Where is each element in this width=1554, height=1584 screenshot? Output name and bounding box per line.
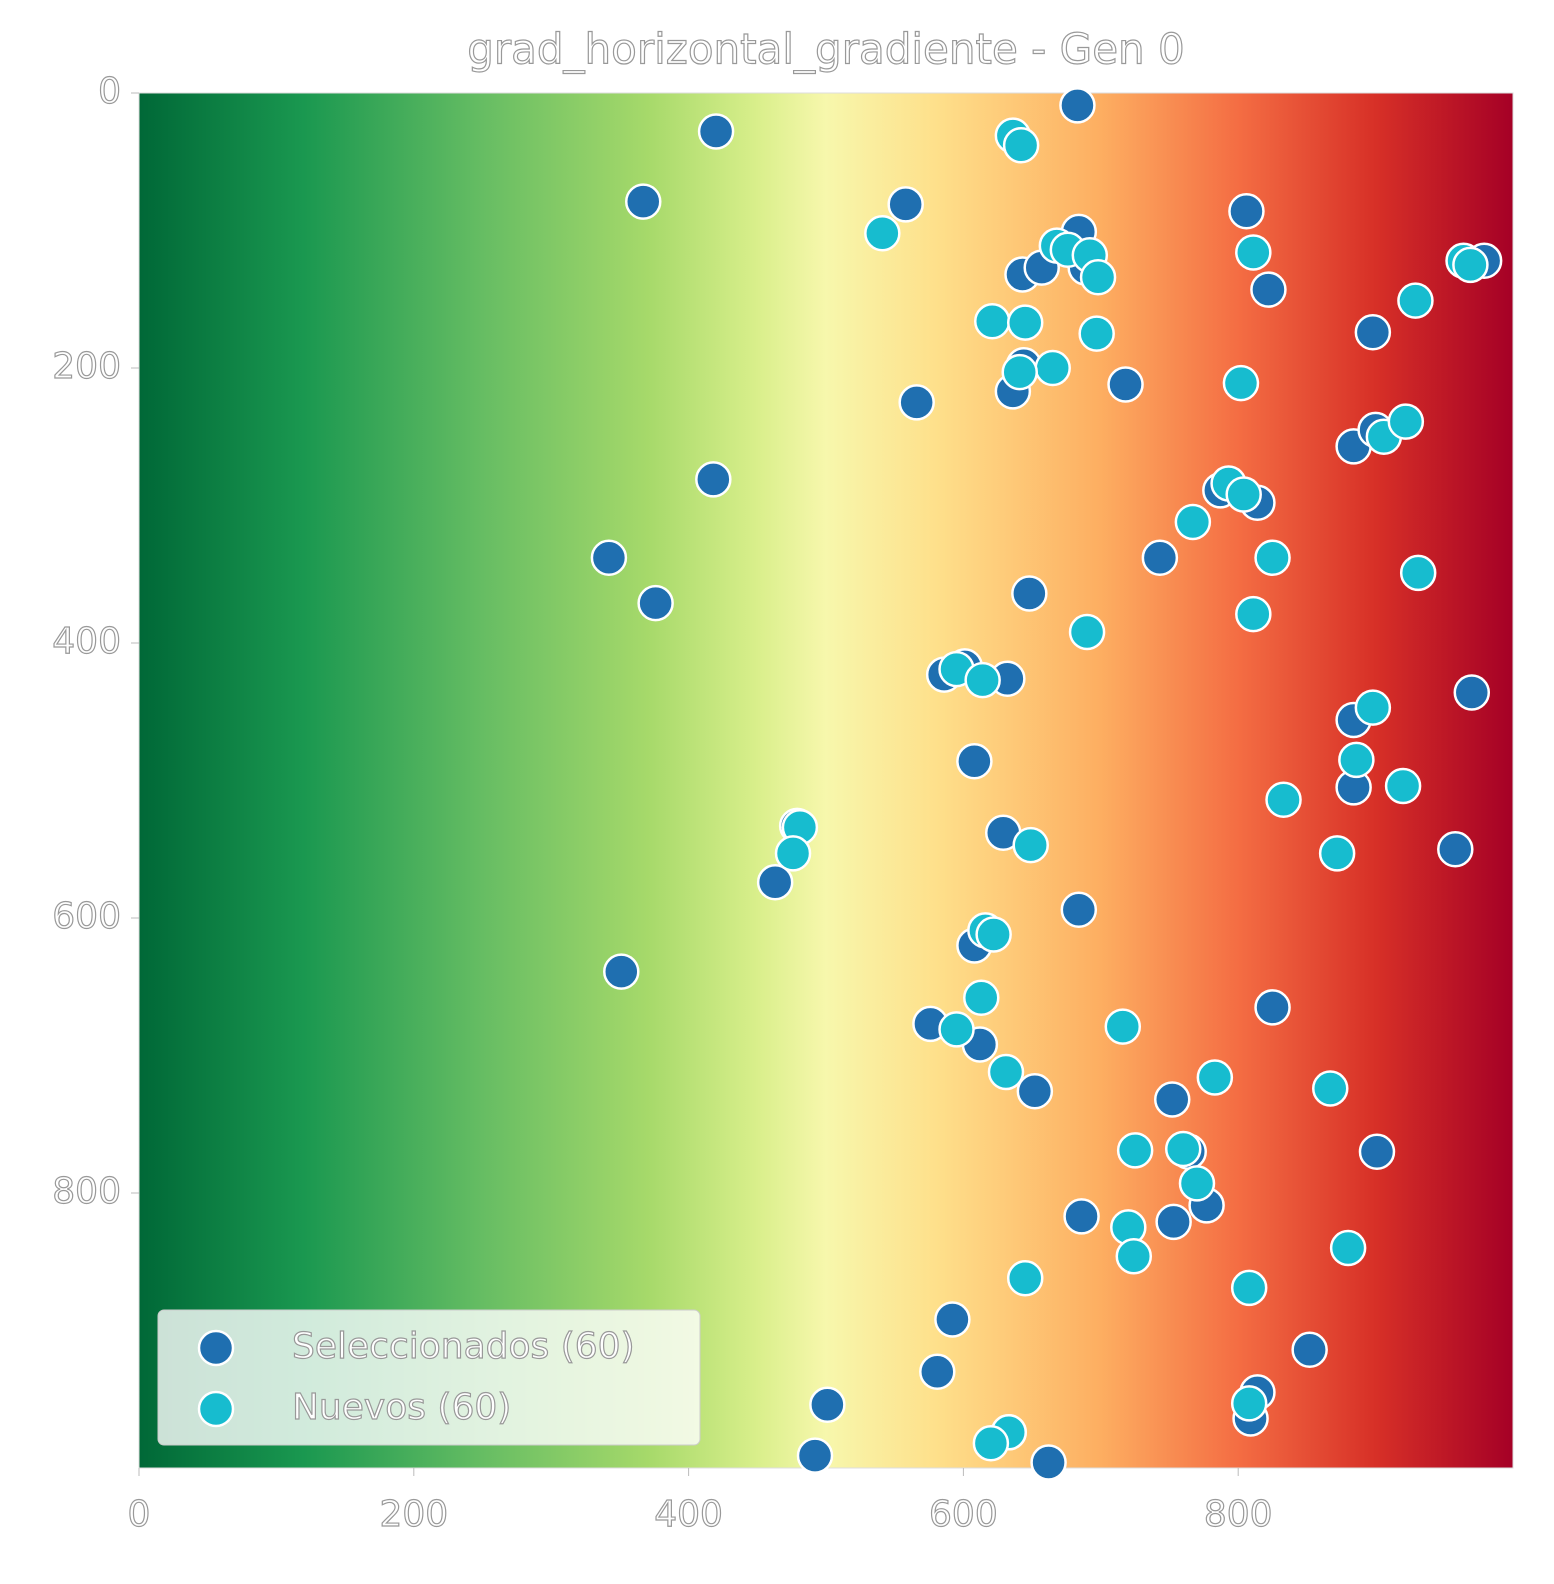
point [1011, 575, 1048, 612]
point [1034, 349, 1071, 387]
point [590, 539, 628, 576]
point [1116, 1132, 1154, 1169]
point [1078, 315, 1115, 352]
plot-area [138, 92, 1514, 1469]
point [1006, 304, 1044, 341]
point [1002, 127, 1040, 164]
point [975, 916, 1012, 953]
y-tick-label: 0 [98, 71, 121, 112]
point [1063, 1198, 1100, 1235]
point [1387, 403, 1425, 440]
y-tick-label: 200 [52, 346, 121, 387]
point [1196, 1059, 1234, 1096]
point [697, 113, 735, 150]
point [1254, 989, 1291, 1026]
point [963, 979, 1000, 1016]
y-tick-label: 800 [52, 1171, 121, 1212]
marks [590, 87, 1503, 1481]
point [1384, 767, 1422, 805]
point [1354, 314, 1392, 351]
point [919, 1353, 956, 1390]
y-tick-label: 400 [52, 621, 121, 662]
point [1437, 831, 1474, 868]
point [1141, 539, 1179, 576]
point [774, 835, 812, 872]
point [1104, 1008, 1142, 1045]
point [1079, 259, 1117, 296]
point [938, 1011, 975, 1048]
point [1254, 539, 1291, 576]
point [887, 186, 924, 223]
point [1453, 674, 1491, 711]
legend-label: Seleccionados (60) [292, 1326, 635, 1367]
point [695, 461, 732, 498]
point [1174, 503, 1212, 541]
point [987, 1053, 1025, 1091]
point [1059, 87, 1096, 124]
point [1230, 1385, 1268, 1422]
point [1338, 741, 1375, 779]
point [1016, 1073, 1054, 1110]
point [864, 215, 901, 252]
point [1153, 1081, 1191, 1118]
point [809, 1386, 846, 1423]
point [1329, 1229, 1367, 1267]
point [1230, 1269, 1268, 1307]
point [934, 1301, 971, 1338]
point [1397, 282, 1434, 319]
point [756, 864, 794, 901]
y-tick-label: 600 [52, 896, 121, 937]
point [1291, 1331, 1328, 1368]
legend: Seleccionados (60) Nuevos (60) [157, 1309, 701, 1446]
point [1235, 234, 1272, 271]
point [1060, 891, 1098, 928]
x-tick-label: 400 [654, 1494, 723, 1535]
point [1178, 1165, 1216, 1202]
point [1155, 1203, 1192, 1241]
x-tick-label: 200 [379, 1494, 448, 1535]
point [1225, 476, 1262, 513]
legend-box [157, 1309, 701, 1446]
point [1068, 613, 1106, 651]
point [796, 1437, 834, 1474]
legend-marker [197, 1329, 235, 1367]
point [1354, 689, 1392, 726]
point [637, 584, 674, 622]
point [898, 384, 935, 421]
point [1235, 595, 1272, 633]
point [956, 743, 993, 780]
chart-title: grad_horizontal_gradiente - Gen 0 [467, 25, 1185, 74]
point [1107, 366, 1144, 403]
point [1030, 1444, 1067, 1481]
x-tick-label: 600 [929, 1494, 998, 1535]
point [603, 953, 640, 990]
point [1006, 1260, 1044, 1297]
point [1228, 193, 1265, 230]
point [1115, 1238, 1153, 1275]
legend-label: Nuevos (60) [292, 1387, 511, 1428]
point [964, 661, 1001, 699]
point [1399, 554, 1437, 592]
point [1164, 1130, 1202, 1168]
point [1012, 826, 1049, 864]
point [1222, 364, 1260, 402]
point [1318, 835, 1356, 872]
point [1001, 353, 1038, 391]
point [1250, 271, 1287, 308]
x-tick-label: 0 [128, 1494, 151, 1535]
point [972, 1425, 1010, 1462]
legend-marker [197, 1390, 235, 1428]
point [625, 183, 662, 220]
point [1358, 1133, 1396, 1170]
point [1312, 1070, 1349, 1107]
point [974, 303, 1011, 340]
point [1452, 246, 1489, 284]
x-tick-label: 800 [1204, 1494, 1273, 1535]
point [1265, 781, 1302, 818]
